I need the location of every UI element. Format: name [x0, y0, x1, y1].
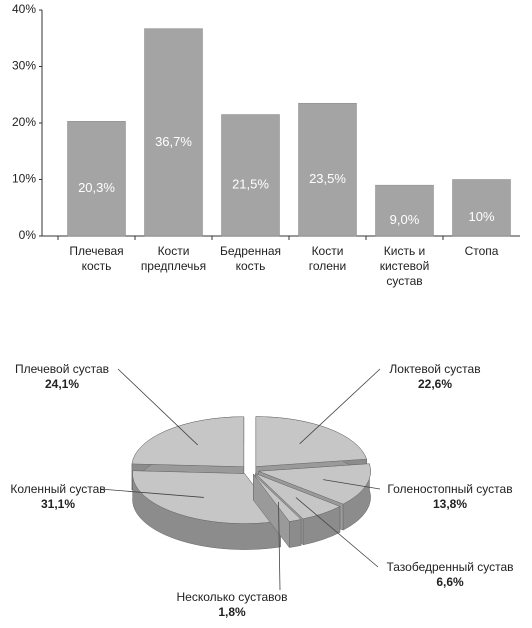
value-label: 20,3% [78, 180, 115, 195]
leader-line [278, 501, 281, 591]
slice-label: Голеностопный сустав [387, 482, 512, 496]
slice-label: Локтевой сустав [389, 362, 480, 376]
x-tick-label: Стопа [464, 244, 499, 258]
x-tick-label: Кости предплечья [140, 244, 207, 273]
y-tick-label: 30% [12, 59, 36, 73]
bar [298, 102, 357, 237]
slice-side [289, 519, 302, 548]
slice-value: 31,1% [41, 497, 75, 511]
slice-label: Плечевой сустав [15, 362, 109, 376]
slice-value: 13,8% [433, 497, 467, 511]
slice-value: 24,1% [45, 377, 79, 391]
leader-line [295, 497, 379, 568]
x-tick-label: Кисть и кистевой сустав [379, 244, 430, 288]
x-tick-label: Плечевая кость [69, 244, 124, 273]
slice-value: 1,8% [218, 605, 246, 619]
slice-label: Коленный сустав [10, 482, 105, 496]
y-tick-label: 0% [19, 228, 37, 242]
value-label: 21,5% [232, 177, 269, 192]
y-tick-label: 10% [12, 172, 36, 186]
value-label: 23,5% [309, 171, 346, 186]
slice [255, 473, 341, 520]
slice [253, 473, 302, 522]
slice-value: 22,6% [418, 377, 452, 391]
y-tick-label: 40% [12, 2, 36, 16]
slice [255, 416, 367, 467]
value-label: 36,7% [155, 134, 192, 149]
bar [144, 28, 203, 237]
leader-line [99, 488, 204, 498]
leader-line [117, 368, 198, 446]
bar [452, 179, 511, 237]
slice-label: Несколько суставов [177, 590, 288, 604]
slice-value: 6,6% [436, 575, 464, 589]
y-tick-label: 20% [12, 115, 36, 129]
bar [67, 121, 126, 237]
bar [221, 114, 280, 237]
slice [132, 470, 281, 524]
value-label: 9,0% [390, 212, 420, 227]
x-tick-label: Бедренная кость [219, 244, 282, 273]
bar [375, 184, 434, 237]
leader-line [299, 368, 381, 445]
leader-line [323, 479, 381, 490]
slice [131, 416, 245, 467]
slice-label: Тазобедренный сустав [386, 560, 513, 574]
value-label: 10% [468, 209, 494, 224]
slice [258, 463, 371, 505]
x-tick-label: Кости голени [308, 244, 347, 273]
